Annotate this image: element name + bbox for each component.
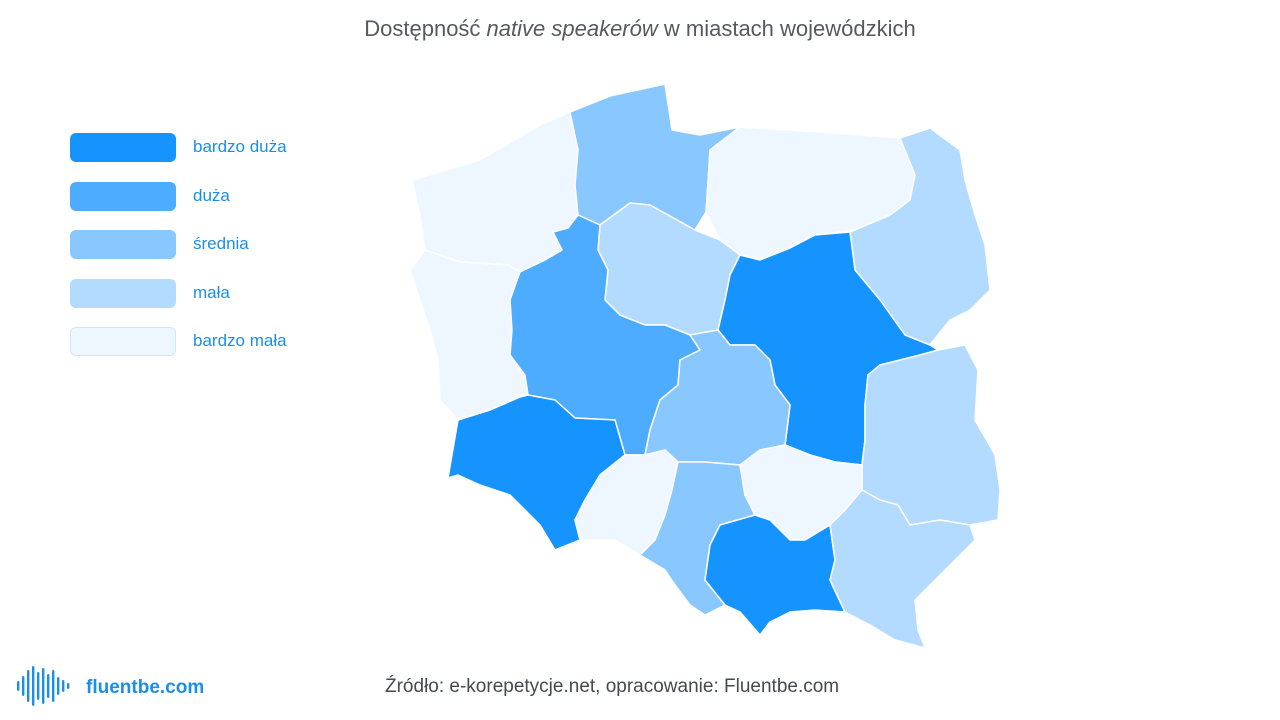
legend-swatch <box>70 182 176 211</box>
legend-item-high: duża <box>70 182 370 212</box>
region-lubuskie <box>409 249 529 421</box>
title-part-1: Dostępność <box>364 16 487 41</box>
region-zachodniopomorskie <box>411 111 579 273</box>
region-lubelskie <box>861 344 1001 526</box>
legend-label: bardzo mała <box>193 331 287 350</box>
title-emphasis: native speakerów <box>486 16 658 41</box>
source-note: Źródło: e-korepetycje.net, opracowanie: … <box>385 676 840 697</box>
legend-label: duża <box>193 186 230 205</box>
region-podlaskie <box>849 127 991 346</box>
title-part-2: w miastach wojewódzkich <box>657 16 916 41</box>
legend-swatch <box>70 279 176 308</box>
legend-item-very-low: bardzo mała <box>70 327 370 357</box>
region-malopolskie <box>704 514 846 636</box>
logo-text: fluentbe.com <box>86 677 205 698</box>
legend-item-low: mała <box>70 279 370 309</box>
legend-swatch <box>70 230 176 259</box>
soundwave-icon <box>17 666 70 706</box>
legend-label: bardzo duża <box>193 137 287 156</box>
legend-label: mała <box>193 283 230 302</box>
brand-logo[interactable]: fluentbe.com <box>16 664 236 708</box>
legend-swatch <box>70 327 176 356</box>
region-podkarpackie <box>829 489 976 649</box>
legend-label: średnia <box>193 234 249 253</box>
poland-map <box>409 83 1001 649</box>
legend-item-medium: średnia <box>70 230 370 260</box>
chart-title: Dostępność native speakerów w miastach w… <box>0 16 1280 42</box>
legend-swatch <box>70 133 176 162</box>
legend-item-very-high: bardzo duża <box>70 133 370 163</box>
